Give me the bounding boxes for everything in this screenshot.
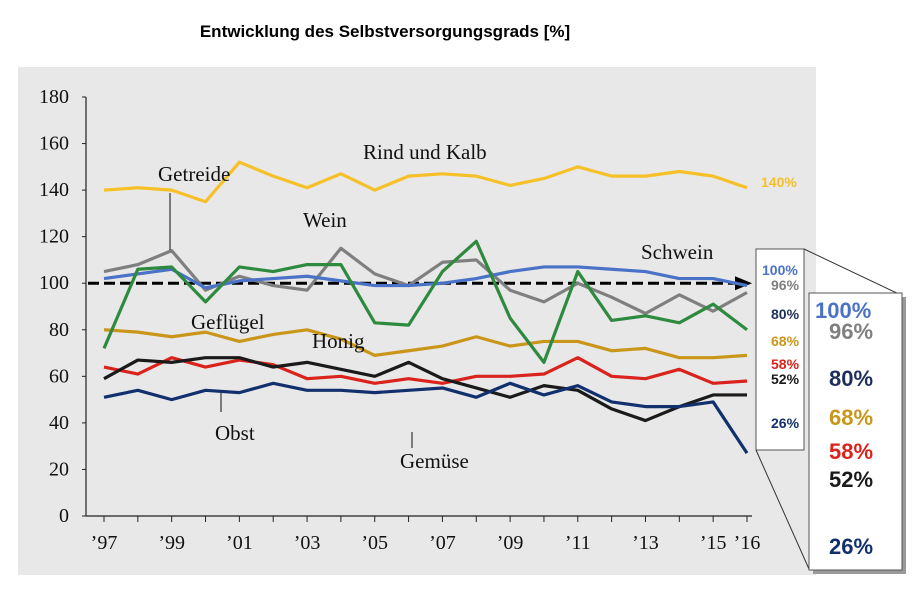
end-labels-box — [755, 248, 805, 451]
y-tick-label: 180 — [39, 86, 69, 108]
end-value-label: 52% — [771, 371, 800, 387]
series-line — [103, 265, 748, 290]
end-value-labels: 140% 100%96% 68% 52%58% 26% 80% — [761, 174, 800, 431]
zoom-value-label: 58% — [829, 439, 873, 464]
end-value-label: 68% — [771, 333, 800, 349]
series-name-label: Getreide — [158, 162, 230, 186]
zoom-value-label: 26% — [829, 534, 873, 559]
y-tick-label: 120 — [39, 226, 69, 248]
y-axis: 0 20 40 60 80 100 120 140 160 180 — [39, 86, 87, 527]
x-tick-label: ’99 — [158, 532, 185, 554]
series-name-labels: Rind und Kalb Schwein Getreide Wein Geflügel… — [158, 140, 714, 473]
series-line — [103, 356, 747, 423]
series-line — [103, 160, 748, 204]
x-tick-label: ’05 — [361, 532, 388, 554]
x-tick-label: ’15 — [700, 532, 727, 554]
zoom-value-label: 80% — [829, 366, 873, 391]
series-lines — [102, 160, 749, 455]
y-tick-label: 160 — [39, 133, 69, 155]
x-tick-label: ’09 — [497, 532, 524, 554]
end-value-label: 96% — [771, 277, 800, 293]
x-axis: ’97 ’99 ’01 ’03 ’05 ’07 ’09 ’11 ’13 ’15 ’16 — [86, 515, 761, 554]
x-tick-label: ’13 — [632, 532, 659, 554]
x-tick-label: ’16 — [734, 532, 761, 554]
y-tick-label: 40 — [49, 412, 69, 434]
y-tick-label: 140 — [39, 179, 69, 201]
series-name-label: Schwein — [641, 240, 714, 264]
series-name-label: Obst — [215, 421, 255, 445]
end-value-label: 80% — [771, 306, 800, 322]
series-name-label: Rind und Kalb — [363, 140, 487, 164]
series-line — [102, 239, 748, 364]
end-value-label: 58% — [771, 356, 800, 372]
x-tick-label: ’11 — [565, 532, 591, 554]
series-name-label: Honig — [312, 329, 365, 353]
zoom-value-label: 100% — [815, 298, 871, 323]
end-value-label: 100% — [762, 262, 798, 278]
zoom-box — [808, 292, 903, 571]
x-tick-label: ’03 — [294, 532, 321, 554]
x-tick-label: ’07 — [429, 532, 456, 554]
y-tick-label: 20 — [49, 458, 69, 480]
zoom-connector-top — [803, 248, 902, 296]
x-tick-label: ’01 — [226, 532, 253, 554]
y-tick-label: 0 — [59, 505, 69, 527]
series-line — [103, 356, 748, 385]
end-value-label: 140% — [761, 174, 797, 190]
y-tick-label: 60 — [49, 365, 69, 387]
series-name-label: Wein — [303, 208, 347, 232]
zoom-connector-bottom — [755, 449, 810, 570]
x-tick-label: ’97 — [91, 532, 118, 554]
zoom-value-label: 96% — [829, 319, 873, 344]
series-name-label: Geflügel — [191, 310, 265, 334]
y-tick-label: 100 — [39, 272, 69, 294]
zoom-value-label: 68% — [829, 405, 873, 430]
zoom-value-label: 52% — [829, 467, 873, 492]
series-line — [103, 381, 749, 455]
chart-title: Entwicklung des Selbstversorgungsgrads [… — [199, 22, 571, 41]
zoomed-value-labels: 100%96% 68% 52% 58% 26% 80% — [815, 298, 873, 559]
end-value-label: 26% — [771, 415, 800, 431]
y-tick-label: 80 — [49, 319, 69, 341]
series-name-label: Gemüse — [400, 449, 469, 473]
series-line — [103, 328, 748, 360]
